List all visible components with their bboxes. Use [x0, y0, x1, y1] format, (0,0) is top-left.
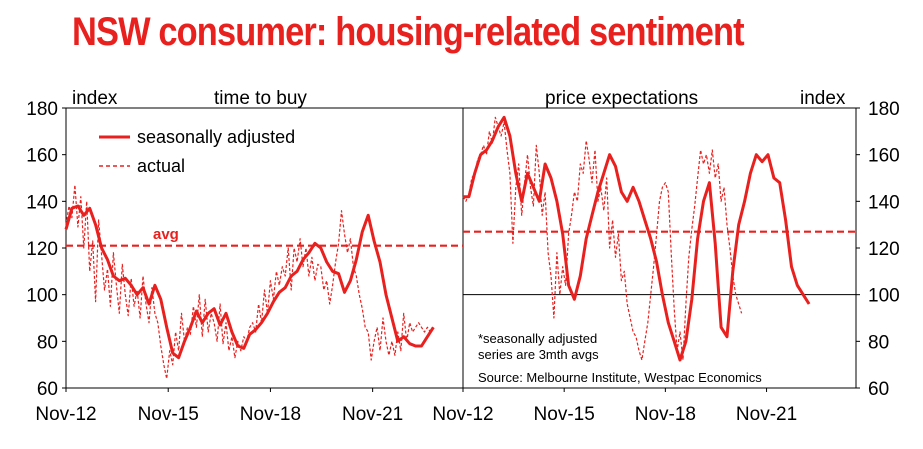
right-ytick-label: 100 [868, 286, 900, 307]
right-actual-line [462, 116, 743, 361]
average-lines [66, 230, 856, 247]
xtick-label: Nov-15 [534, 404, 595, 425]
left-ytick-label: 120 [26, 239, 58, 260]
note-line-1: *seasonally adjusted [478, 331, 597, 346]
left-ytick-label: 160 [26, 146, 58, 167]
xtick-label: Nov-15 [138, 404, 199, 425]
xtick-label: Nov-18 [240, 404, 301, 425]
left-panel-title: time to buy [214, 88, 307, 109]
left-ytick-label: 80 [37, 332, 58, 353]
plot-frame [65, 107, 857, 389]
legend-sa-label: seasonally adjusted [137, 127, 295, 147]
right-ytick-label: 120 [868, 239, 900, 260]
right-ylabel: index [800, 88, 846, 109]
source-note: Source: Melbourne Institute, Westpac Eco… [478, 370, 762, 385]
left-sa-line [64, 204, 435, 360]
legend: seasonally adjusted actual [99, 127, 295, 176]
legend-actual-label: actual [137, 156, 185, 176]
left-ylabel: index [72, 88, 118, 109]
left-ytick-label: 60 [37, 379, 58, 400]
series-lines [64, 115, 811, 380]
xtick-label: Nov-12 [432, 404, 493, 425]
chart-title: NSW consumer: housing-related sentiment [72, 10, 745, 54]
right-panel-title: price expectations [545, 88, 698, 109]
right-ytick-label: 60 [868, 379, 889, 400]
right-ytick-label: 80 [868, 332, 889, 353]
right-y-axis: 60 80 100 120 140 160 180 [856, 99, 900, 400]
left-y-axis: 60 80 100 120 140 160 180 [26, 99, 66, 400]
xtick-label: Nov-12 [35, 404, 96, 425]
x-axis: Nov-12 Nov-15 Nov-18 Nov-21 Nov-12 Nov-15 Nov-… [35, 388, 797, 425]
left-ytick-label: 140 [26, 192, 58, 213]
left-actual-line [65, 184, 434, 380]
right-ytick-label: 180 [868, 99, 900, 120]
xtick-label: Nov-18 [635, 404, 696, 425]
left-ytick-label: 180 [26, 99, 58, 120]
left-ytick-label: 100 [26, 286, 58, 307]
note-line-2: series are 3mth avgs [478, 347, 599, 362]
xtick-label: Nov-21 [342, 404, 403, 425]
right-ytick-label: 140 [868, 192, 900, 213]
right-sa-line [463, 115, 811, 362]
right-ytick-label: 160 [868, 146, 900, 167]
xtick-label: Nov-21 [736, 404, 797, 425]
avg-label: avg [153, 226, 179, 243]
